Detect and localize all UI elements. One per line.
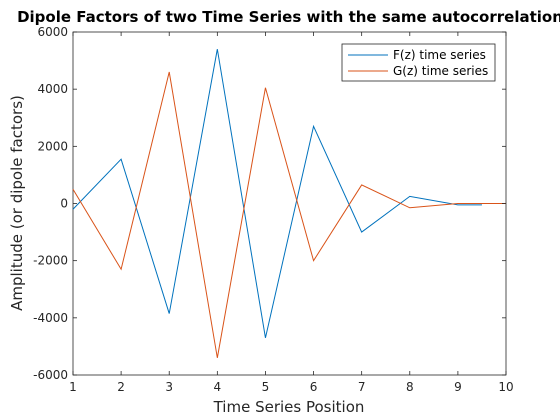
y-axis-label: Amplitude (or dipole factors) bbox=[8, 95, 26, 311]
x-tick-label: 9 bbox=[454, 380, 462, 394]
legend: F(z) time series G(z) time series bbox=[341, 43, 496, 82]
x-tick-label: 5 bbox=[262, 380, 270, 394]
chart-title: Dipole Factors of two Time Series with t… bbox=[17, 8, 560, 26]
x-tick-label: 6 bbox=[310, 380, 318, 394]
y-tick-label: 6000 bbox=[37, 25, 68, 39]
x-tick-label: 3 bbox=[165, 380, 173, 394]
tick-layer: 1 2 3 4 5 6 7 8 9 10 -6000 -4000 -2000 0 2000 4000 6000 bbox=[33, 25, 514, 394]
x-tick-label: 2 bbox=[117, 380, 125, 394]
y-tick-label: -4000 bbox=[33, 311, 68, 325]
x-tick-label: 7 bbox=[358, 380, 366, 394]
series-line-g bbox=[72, 71, 506, 358]
x-tick-label: 10 bbox=[498, 380, 513, 394]
legend-label-f: F(z) time series bbox=[393, 48, 486, 62]
x-tick-label: 8 bbox=[406, 380, 414, 394]
legend-label-g: G(z) time series bbox=[393, 64, 488, 78]
y-tick-label: -2000 bbox=[33, 254, 68, 268]
x-tick-label: 1 bbox=[69, 380, 77, 394]
legend-box bbox=[341, 43, 496, 82]
axes-box bbox=[72, 31, 507, 376]
series-layer bbox=[72, 49, 506, 358]
plot-area: 1 2 3 4 5 6 7 8 9 10 -6000 -4000 -2000 0 2000 4000 6000 bbox=[33, 25, 514, 394]
y-tick-label: 0 bbox=[60, 197, 68, 211]
y-tick-label: 2000 bbox=[37, 139, 68, 153]
x-tick-label: 4 bbox=[214, 380, 222, 394]
y-tick-label: -6000 bbox=[33, 368, 68, 382]
y-tick-label: 4000 bbox=[37, 82, 68, 96]
series-line-f bbox=[72, 49, 482, 338]
x-axis-label: Time Series Position bbox=[213, 398, 365, 416]
